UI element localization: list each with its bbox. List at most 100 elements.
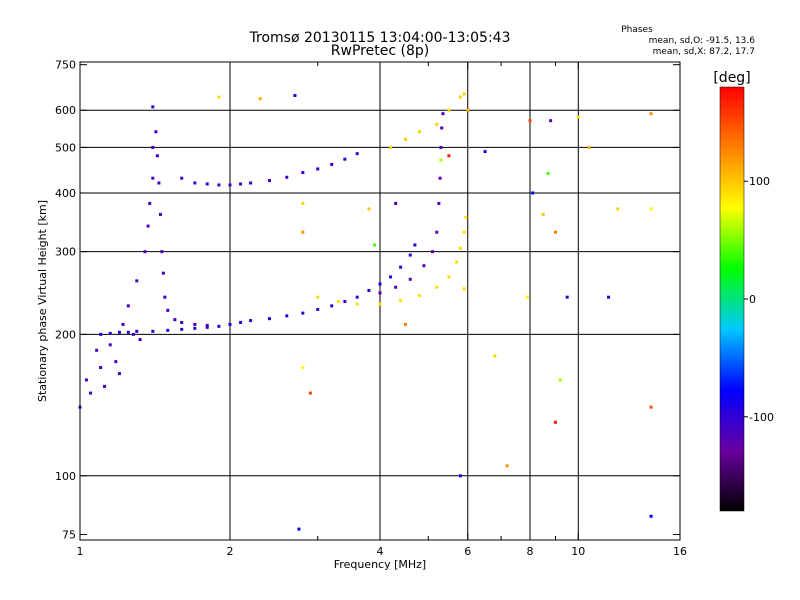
data-point bbox=[117, 330, 121, 334]
data-point bbox=[553, 420, 557, 424]
data-point bbox=[217, 183, 221, 187]
data-point bbox=[553, 230, 557, 234]
x-tick-label: 2 bbox=[227, 545, 234, 558]
data-point bbox=[103, 384, 107, 388]
data-point bbox=[435, 122, 439, 126]
data-point bbox=[151, 329, 155, 333]
data-point bbox=[435, 285, 439, 289]
data-point bbox=[462, 92, 466, 96]
data-point bbox=[447, 108, 451, 112]
data-point bbox=[458, 474, 462, 478]
y-tick-label: 400 bbox=[55, 187, 76, 200]
data-point bbox=[160, 250, 164, 254]
data-point bbox=[576, 115, 580, 119]
data-point bbox=[447, 275, 451, 279]
data-point bbox=[439, 145, 443, 149]
stats-line-o: mean, sd,O: -91.5, 13.6 bbox=[649, 36, 756, 46]
data-point bbox=[180, 327, 184, 331]
x-tick-label: 8 bbox=[527, 545, 534, 558]
data-point bbox=[108, 331, 112, 335]
data-point bbox=[378, 282, 382, 286]
data-point bbox=[126, 304, 130, 308]
data-point bbox=[151, 105, 155, 109]
data-point bbox=[355, 302, 359, 306]
data-point bbox=[355, 295, 359, 299]
data-point bbox=[438, 176, 442, 180]
data-point bbox=[549, 119, 553, 123]
y-axis: 75 100 200 300 400 500 600 750 bbox=[55, 59, 680, 541]
data-point bbox=[135, 279, 139, 283]
data-point bbox=[493, 354, 497, 358]
x-tick-label: 10 bbox=[571, 545, 585, 558]
data-point bbox=[367, 207, 371, 211]
data-point bbox=[408, 253, 412, 257]
data-point bbox=[89, 391, 93, 395]
colorbar-gradient bbox=[719, 86, 745, 512]
data-point bbox=[193, 322, 197, 326]
data-point bbox=[378, 302, 382, 306]
data-point bbox=[431, 250, 435, 254]
data-point bbox=[114, 360, 118, 364]
data-point bbox=[316, 295, 320, 299]
x-axis: 1 2 4 6 8 10 16 bbox=[77, 62, 687, 558]
data-point bbox=[84, 378, 88, 382]
y-tick-label: 75 bbox=[62, 528, 76, 541]
data-point bbox=[435, 230, 439, 234]
data-point bbox=[417, 130, 421, 134]
colorbar-ticks: 100 0 -100 bbox=[744, 175, 774, 424]
x-tick-label: 4 bbox=[377, 545, 384, 558]
y-tick-label: 300 bbox=[55, 246, 76, 259]
data-point bbox=[403, 322, 407, 326]
data-point bbox=[616, 207, 620, 211]
data-point bbox=[180, 176, 184, 180]
grid-lines bbox=[80, 62, 680, 540]
data-point bbox=[148, 201, 152, 205]
data-point bbox=[455, 260, 459, 264]
data-point bbox=[417, 293, 421, 297]
data-point bbox=[447, 154, 451, 158]
data-point bbox=[217, 95, 221, 99]
y-tick-label: 750 bbox=[55, 59, 76, 72]
data-point bbox=[151, 145, 155, 149]
data-point bbox=[228, 183, 232, 187]
data-point bbox=[408, 277, 412, 281]
stats-heading: Phases bbox=[621, 25, 653, 35]
data-point bbox=[193, 181, 197, 185]
data-point bbox=[413, 243, 417, 247]
x-axis-label: Frequency [MHz] bbox=[334, 558, 426, 571]
data-point bbox=[458, 95, 462, 99]
data-point bbox=[95, 348, 99, 352]
data-point bbox=[462, 287, 466, 291]
data-point bbox=[541, 212, 545, 216]
data-point bbox=[367, 288, 371, 292]
data-point bbox=[267, 317, 271, 321]
data-point bbox=[403, 137, 407, 141]
data-point bbox=[258, 97, 262, 101]
data-point bbox=[373, 243, 377, 247]
colorbar-tick-label: 100 bbox=[749, 175, 770, 188]
data-point bbox=[439, 158, 443, 162]
data-point bbox=[121, 322, 125, 326]
data-point bbox=[157, 181, 161, 185]
data-point bbox=[131, 332, 135, 336]
data-point bbox=[285, 175, 289, 179]
data-point bbox=[649, 405, 653, 409]
data-point bbox=[649, 207, 653, 211]
data-point bbox=[117, 372, 121, 376]
data-point bbox=[151, 176, 155, 180]
data-point bbox=[166, 328, 170, 332]
data-point bbox=[316, 307, 320, 311]
data-point bbox=[205, 325, 209, 329]
data-point bbox=[330, 304, 334, 308]
y-axis-label: Stationary phase Virtual Height [km] bbox=[36, 200, 49, 402]
data-point bbox=[205, 182, 209, 186]
colorbar-tick-label: 0 bbox=[749, 293, 756, 306]
data-point bbox=[389, 145, 393, 149]
data-point bbox=[343, 299, 347, 303]
data-point bbox=[649, 514, 653, 518]
data-point bbox=[135, 329, 139, 333]
data-point bbox=[99, 332, 103, 336]
data-points bbox=[78, 92, 653, 531]
data-point bbox=[161, 271, 165, 275]
data-point bbox=[649, 112, 653, 116]
